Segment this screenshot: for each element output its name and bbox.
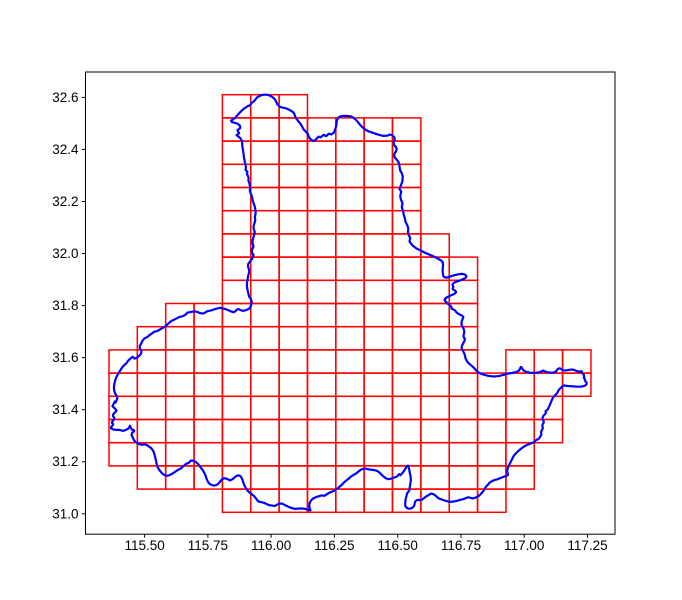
svg-text:115.50: 115.50 [124, 538, 164, 553]
svg-text:115.75: 115.75 [188, 538, 228, 553]
svg-text:32.4: 32.4 [52, 142, 79, 157]
svg-text:116.25: 116.25 [314, 538, 354, 553]
svg-text:116.50: 116.50 [378, 538, 418, 553]
svg-text:117.00: 117.00 [504, 538, 544, 553]
svg-text:31.8: 31.8 [52, 298, 78, 313]
svg-text:117.25: 117.25 [567, 538, 607, 553]
svg-text:32.2: 32.2 [52, 194, 78, 209]
svg-text:31.2: 31.2 [52, 454, 78, 469]
svg-text:31.4: 31.4 [52, 402, 79, 417]
svg-text:32.0: 32.0 [52, 246, 78, 261]
svg-text:116.00: 116.00 [251, 538, 291, 553]
svg-text:31.0: 31.0 [52, 506, 78, 521]
svg-text:116.75: 116.75 [441, 538, 481, 553]
svg-text:31.6: 31.6 [52, 350, 78, 365]
svg-text:32.6: 32.6 [52, 90, 78, 105]
